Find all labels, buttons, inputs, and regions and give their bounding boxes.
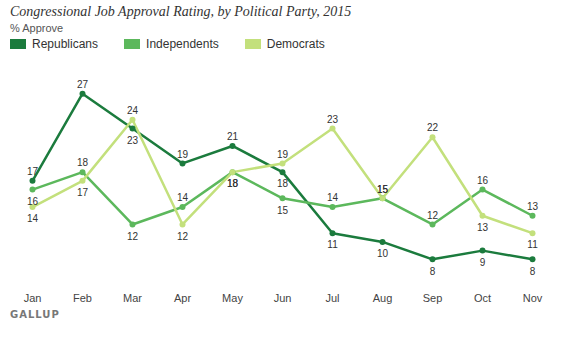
svg-text:21: 21 <box>227 131 239 142</box>
svg-text:15: 15 <box>377 184 389 195</box>
html-text:Democrats: Democrats <box>266 37 325 51</box>
svg-text:8: 8 <box>530 266 536 277</box>
svg-text:Jul: Jul <box>325 292 339 304</box>
svg-text:12: 12 <box>127 231 139 242</box>
svg-text:14: 14 <box>327 192 339 203</box>
svg-text:17: 17 <box>77 187 89 198</box>
svg-text:22: 22 <box>427 122 439 133</box>
svg-text:14: 14 <box>27 213 39 224</box>
svg-text:11: 11 <box>527 239 538 250</box>
svg-text:15: 15 <box>377 184 389 195</box>
svg-text:16: 16 <box>477 175 489 186</box>
svg-text:17: 17 <box>27 166 39 177</box>
svg-text:11: 11 <box>327 239 338 250</box>
svg-text:13: 13 <box>527 201 539 212</box>
html-text:GALLUP: GALLUP <box>10 309 60 320</box>
svg-text:Feb: Feb <box>73 292 92 304</box>
svg-text:Aug: Aug <box>373 292 393 304</box>
svg-text:18: 18 <box>277 178 289 189</box>
html-text:Congressional Job Approval Rat: Congressional Job Approval Rating, by Po… <box>10 4 352 19</box>
svg-text:12: 12 <box>427 210 439 221</box>
svg-text:19: 19 <box>277 149 289 160</box>
svg-text:19: 19 <box>177 149 189 160</box>
svg-text:18: 18 <box>227 178 239 189</box>
svg-text:27: 27 <box>77 79 89 90</box>
svg-text:8: 8 <box>430 266 436 277</box>
svg-text:16: 16 <box>27 196 39 207</box>
svg-text:13: 13 <box>477 222 489 233</box>
svg-text:23: 23 <box>327 114 339 125</box>
svg-text:Jun: Jun <box>274 292 292 304</box>
svg-text:24: 24 <box>127 105 139 116</box>
svg-text:12: 12 <box>177 231 189 242</box>
svg-text:10: 10 <box>377 248 389 259</box>
svg-text:Nov: Nov <box>523 292 543 304</box>
html-text:Independents: Independents <box>146 37 219 51</box>
svg-text:May: May <box>222 292 243 304</box>
svg-text:15: 15 <box>277 205 289 216</box>
svg-text:9: 9 <box>480 257 486 268</box>
svg-text:23: 23 <box>127 135 139 146</box>
svg-text:Mar: Mar <box>123 292 142 304</box>
svg-text:Apr: Apr <box>174 292 191 304</box>
html-text:Republicans: Republicans <box>32 37 98 51</box>
svg-text:Jan: Jan <box>24 292 42 304</box>
html-text:% Approve: % Approve <box>10 22 64 34</box>
svg-text:18: 18 <box>227 178 239 189</box>
svg-text:14: 14 <box>177 192 189 203</box>
svg-text:Oct: Oct <box>474 292 491 304</box>
svg-text:Sep: Sep <box>423 292 443 304</box>
svg-text:18: 18 <box>77 157 89 168</box>
